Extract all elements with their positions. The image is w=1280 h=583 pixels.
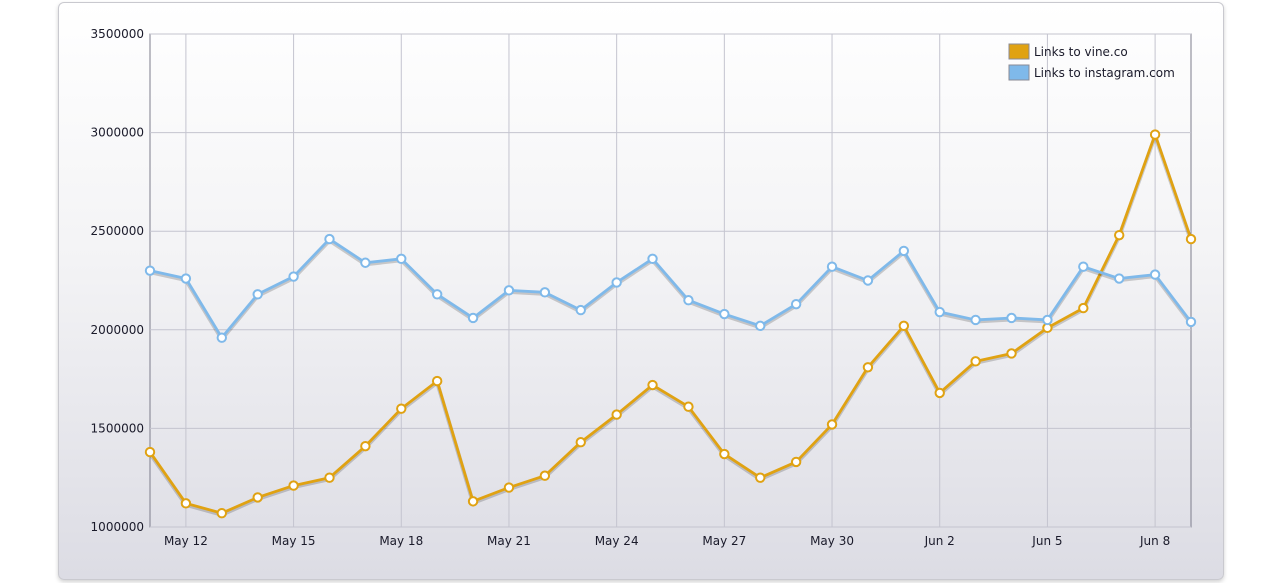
- legend-swatch: [1008, 43, 1030, 60]
- data-point: [324, 233, 335, 245]
- data-point: [1078, 302, 1089, 314]
- legend-swatch: [1008, 64, 1030, 81]
- data-point: [216, 507, 227, 519]
- data-point: [216, 332, 227, 343]
- data-point: [252, 492, 263, 503]
- data-point: [431, 289, 443, 300]
- data-point: [1185, 316, 1197, 328]
- data-point: [575, 304, 586, 316]
- data-point: [790, 456, 802, 468]
- data-point: [862, 275, 874, 286]
- x-tick-label: May 30: [810, 534, 854, 548]
- series-lines: [148, 130, 1193, 517]
- data-point: [144, 446, 156, 458]
- data-point: [360, 257, 371, 268]
- data-point: [1006, 348, 1017, 359]
- data-point: [1149, 129, 1161, 140]
- data-point: [503, 482, 515, 493]
- data-point: [144, 265, 156, 276]
- series-line-vine: [148, 133, 1193, 515]
- x-tick-label: May 24: [595, 534, 639, 548]
- data-point: [719, 448, 730, 460]
- data-point: [934, 306, 945, 318]
- x-tick-label: May 18: [379, 534, 423, 548]
- data-point: [611, 409, 622, 420]
- data-point: [1078, 261, 1089, 272]
- data-point: [539, 470, 551, 481]
- data-point: [934, 387, 945, 399]
- data-point: [647, 253, 658, 265]
- y-tick-label: 1000000: [91, 520, 144, 534]
- data-point: [503, 285, 515, 296]
- x-tick-label: May 15: [272, 534, 316, 548]
- data-point: [180, 498, 192, 509]
- gridlines: [150, 33, 1191, 528]
- x-tick-label: May 21: [487, 534, 531, 548]
- data-point: [1149, 269, 1161, 280]
- legend: Links to vine.co Links to instagram.com: [1008, 43, 1175, 81]
- data-point: [970, 314, 981, 326]
- data-point: [1042, 314, 1053, 326]
- data-point: [467, 496, 479, 507]
- x-tick-label: May 27: [702, 534, 746, 548]
- data-point: [288, 480, 299, 491]
- data-point: [898, 320, 910, 332]
- data-point: [288, 271, 299, 282]
- y-tick-label: 3500000: [91, 27, 144, 41]
- data-point: [396, 253, 407, 265]
- data-point: [467, 312, 479, 324]
- line-chart: 1000000 1500000 2000000 2500000 3000000 35000…: [91, 27, 1197, 548]
- data-point: [755, 320, 766, 332]
- series-line-instagram: [149, 237, 1193, 340]
- data-point: [683, 295, 694, 306]
- x-tick-label: Jun 5: [1031, 534, 1062, 548]
- y-tick-label: 2500000: [91, 224, 144, 238]
- series-line-shadow: [148, 130, 1193, 517]
- data-point: [611, 277, 622, 288]
- data-point: [324, 472, 335, 483]
- data-point: [862, 362, 874, 373]
- x-tick-label: Jun 8: [1139, 534, 1170, 548]
- data-point: [431, 375, 443, 387]
- data-point: [1006, 312, 1017, 324]
- data-point: [1114, 229, 1125, 241]
- data-point: [252, 289, 263, 300]
- data-point: [790, 298, 802, 310]
- y-tick-label: 2000000: [91, 323, 144, 337]
- data-point: [755, 472, 766, 483]
- data-point: [360, 440, 371, 452]
- data-point: [683, 401, 694, 412]
- series-points: [144, 129, 1197, 519]
- y-tick-label: 1500000: [91, 421, 144, 435]
- data-point: [826, 261, 838, 272]
- data-point: [970, 356, 981, 367]
- data-point: [719, 308, 730, 320]
- data-point: [396, 403, 407, 414]
- data-point: [1114, 273, 1125, 284]
- data-point: [826, 419, 838, 430]
- data-point: [575, 437, 586, 448]
- data-point: [180, 273, 192, 284]
- legend-label: Links to vine.co: [1034, 45, 1128, 59]
- x-axis: May 12 May 15 May 18 May 21 May 24 May 27 May …: [164, 534, 1170, 548]
- x-tick-label: May 12: [164, 534, 208, 548]
- data-point: [1185, 233, 1197, 245]
- data-point: [898, 245, 910, 257]
- series-line-shadow: [149, 238, 1193, 343]
- data-point: [539, 287, 551, 298]
- legend-label: Links to instagram.com: [1034, 66, 1175, 80]
- y-axis: 1000000 1500000 2000000 2500000 3000000 35000…: [91, 27, 144, 534]
- y-tick-label: 3000000: [91, 126, 144, 140]
- chart-card: 1000000 1500000 2000000 2500000 3000000 35000…: [58, 2, 1224, 580]
- x-tick-label: Jun 2: [924, 534, 955, 548]
- data-point: [647, 379, 658, 391]
